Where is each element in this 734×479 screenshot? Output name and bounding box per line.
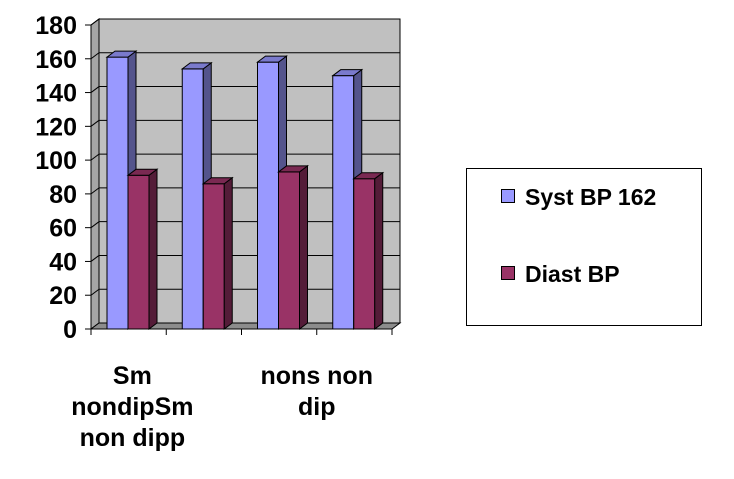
bar-front [181, 68, 204, 330]
x-tick-labels: Sm nondipSm non dipp nons non dip [71, 362, 373, 452]
bar-diast-2 [201, 176, 234, 330]
legend-swatch-syst-bp [501, 189, 515, 203]
y-tick-label-180: 180 [35, 12, 77, 40]
bar-front [353, 178, 376, 330]
bar-front [127, 174, 150, 330]
y-tick-label-140: 140 [35, 80, 77, 108]
bar-side [299, 164, 308, 330]
y-tick-label-60: 60 [49, 215, 77, 243]
bar-top [352, 172, 385, 180]
x-tick-label-line: nons non [261, 362, 373, 390]
gridline-side-120 [90, 119, 100, 127]
bar-top [256, 55, 288, 63]
y-tick-label-120: 120 [35, 113, 77, 141]
legend-item-diast-bp: Diast BP [501, 259, 675, 290]
bar-front [202, 183, 225, 330]
legend-label-diast-bp: Diast BP [525, 261, 620, 287]
gridline-side-100 [90, 153, 100, 161]
x-tick-label-line: dip [298, 393, 336, 421]
bar-diast-4 [352, 171, 385, 330]
bar-side [148, 168, 158, 330]
bar-top [331, 69, 364, 77]
y-tick-label-100: 100 [35, 147, 77, 175]
y-tick-label-40: 40 [49, 248, 77, 276]
bar-top [277, 165, 309, 173]
bar-top [126, 168, 159, 176]
x-tick-label-line: non dipp [80, 424, 186, 452]
x-tick-label-1: Sm nondipSm non dipp [71, 362, 193, 452]
bar-top [180, 62, 213, 70]
bar-front [278, 171, 300, 330]
bar-front [106, 56, 129, 330]
bars [105, 50, 385, 330]
bar-top [105, 50, 138, 58]
legend-swatch-diast-bp [501, 266, 515, 280]
legend: Syst BP 162 Diast BP [466, 168, 702, 326]
gridline-side-160 [90, 52, 100, 60]
y-tick-label-80: 80 [49, 181, 77, 209]
bar-side [223, 176, 233, 330]
bar-diast-1 [126, 168, 159, 330]
gridline-side-140 [90, 86, 100, 93]
x-tick-label-line: Sm [113, 362, 152, 390]
bar-side [374, 171, 384, 330]
y-tick-label-20: 20 [49, 282, 77, 310]
gridline-side-20 [90, 288, 100, 296]
gridline-side-80 [90, 187, 100, 195]
y-tick-label-0: 0 [63, 316, 77, 344]
plot-side-wall [90, 18, 100, 330]
bar-front [332, 75, 355, 330]
bar-diast-3 [277, 164, 309, 330]
x-tick-label-2: nons non dip [261, 362, 373, 421]
gridline-side-180 [90, 18, 100, 26]
x-tick-label-line: nondipSm [71, 393, 193, 421]
gridline-side-40 [90, 255, 100, 262]
bar-front [257, 61, 279, 330]
y-tick-label-160: 160 [35, 46, 77, 74]
legend-label-syst-bp: Syst BP 162 [525, 184, 657, 210]
legend-item-syst-bp: Syst BP 162 [501, 182, 675, 213]
y-tick-labels: 0 20 40 60 80 100 120 140 160 180 [35, 12, 77, 344]
bar-top [201, 177, 234, 185]
gridline-side-60 [90, 221, 100, 229]
